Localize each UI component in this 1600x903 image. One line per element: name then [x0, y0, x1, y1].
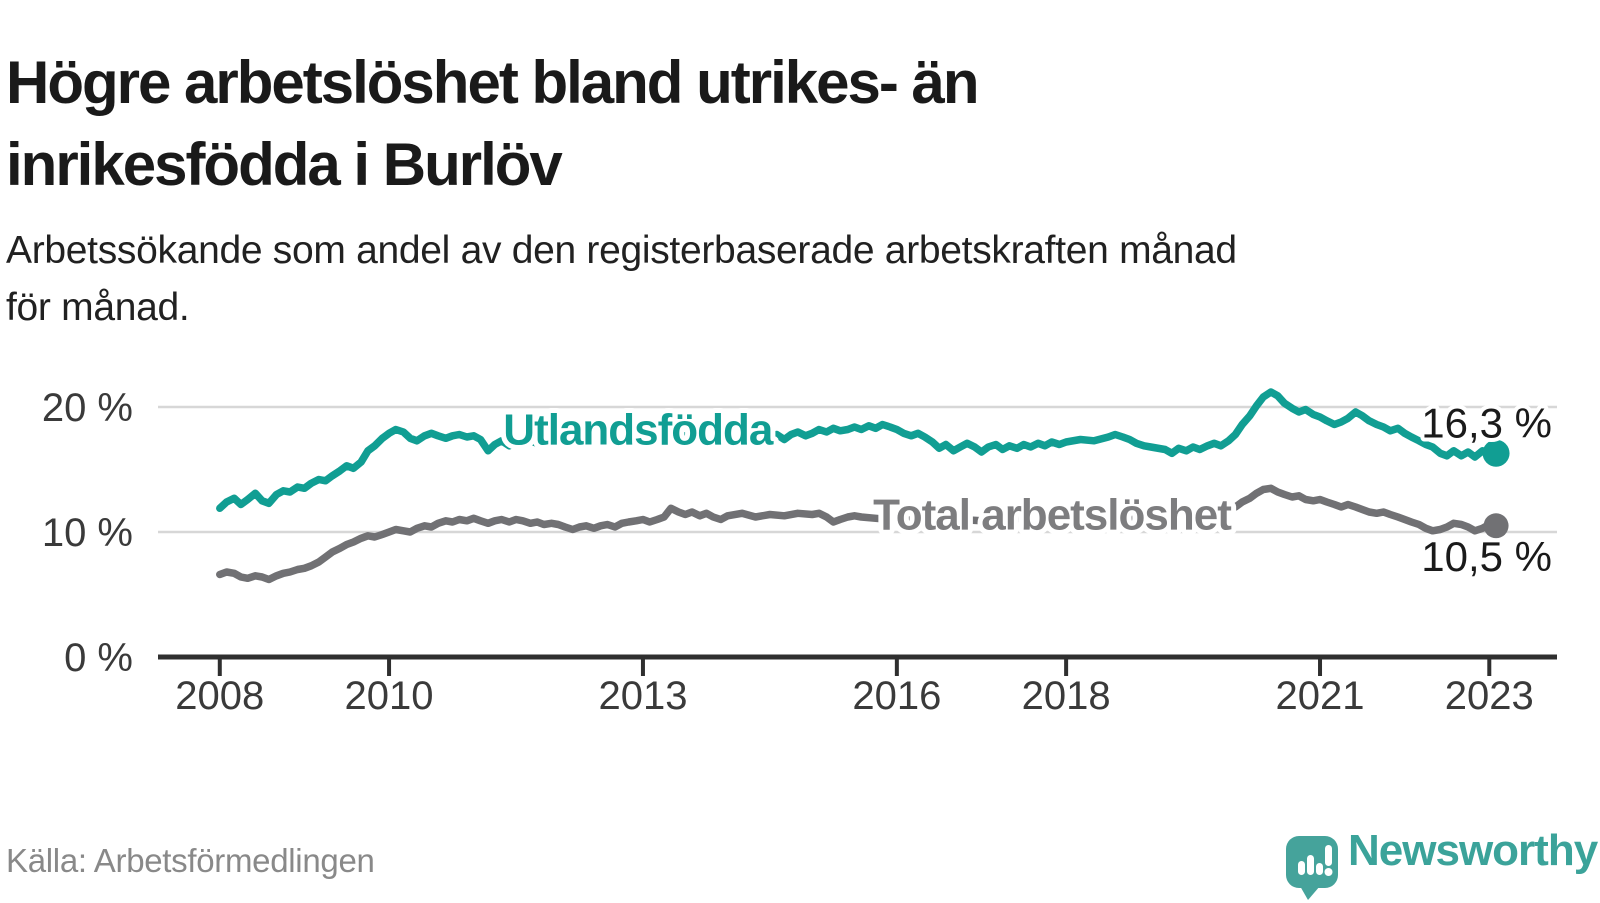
page-title-line-2: inrikesfödda i Burlöv	[6, 130, 563, 198]
page-title: Högre arbetslöshet bland utrikes- än inr…	[6, 42, 980, 205]
x-axis-label: 2016	[852, 674, 941, 718]
x-axis-label: 2018	[1022, 674, 1111, 718]
end-value-label: 16,3 %	[1421, 399, 1552, 446]
x-axis-label: 2008	[175, 674, 264, 718]
brand-wordmark: Newsworthy	[1348, 826, 1598, 875]
end-value-label: 10,5 %	[1421, 533, 1552, 580]
x-axis-label: 2013	[598, 674, 687, 718]
page-subtitle: Arbetssökande som andel av den registerb…	[6, 223, 1237, 336]
x-axis-label: 2021	[1276, 674, 1365, 718]
line-chart: 2008 2010 2013 2016 2018 2021 2023 0 % 10 % 20 % U…	[42, 386, 1557, 718]
series-label: Utlandsfödda	[503, 406, 774, 455]
y-axis-label: 20 %	[42, 386, 133, 430]
x-axis-label: 2010	[345, 674, 434, 718]
x-axis-label: 2023	[1445, 674, 1534, 718]
series-line-utlandsfodda	[216, 388, 1500, 513]
newsworthy-logo-icon	[1286, 836, 1338, 900]
page-subtitle-line-2: för månad.	[6, 285, 190, 329]
series-end-dot-total	[1483, 513, 1509, 539]
source-text: Källa: Arbetsförmedlingen	[6, 842, 375, 879]
series-end-dot-utlandsfodda	[1482, 439, 1510, 467]
y-axis-label: 0 %	[64, 636, 133, 680]
series-label: Total arbetslöshet	[873, 491, 1232, 540]
series-line-total	[216, 484, 1500, 584]
page-title-line-1: Högre arbetslöshet bland utrikes- än	[6, 49, 980, 117]
y-axis-label: 10 %	[42, 511, 133, 555]
page-subtitle-line-1: Arbetssökande som andel av den registerb…	[6, 229, 1237, 272]
